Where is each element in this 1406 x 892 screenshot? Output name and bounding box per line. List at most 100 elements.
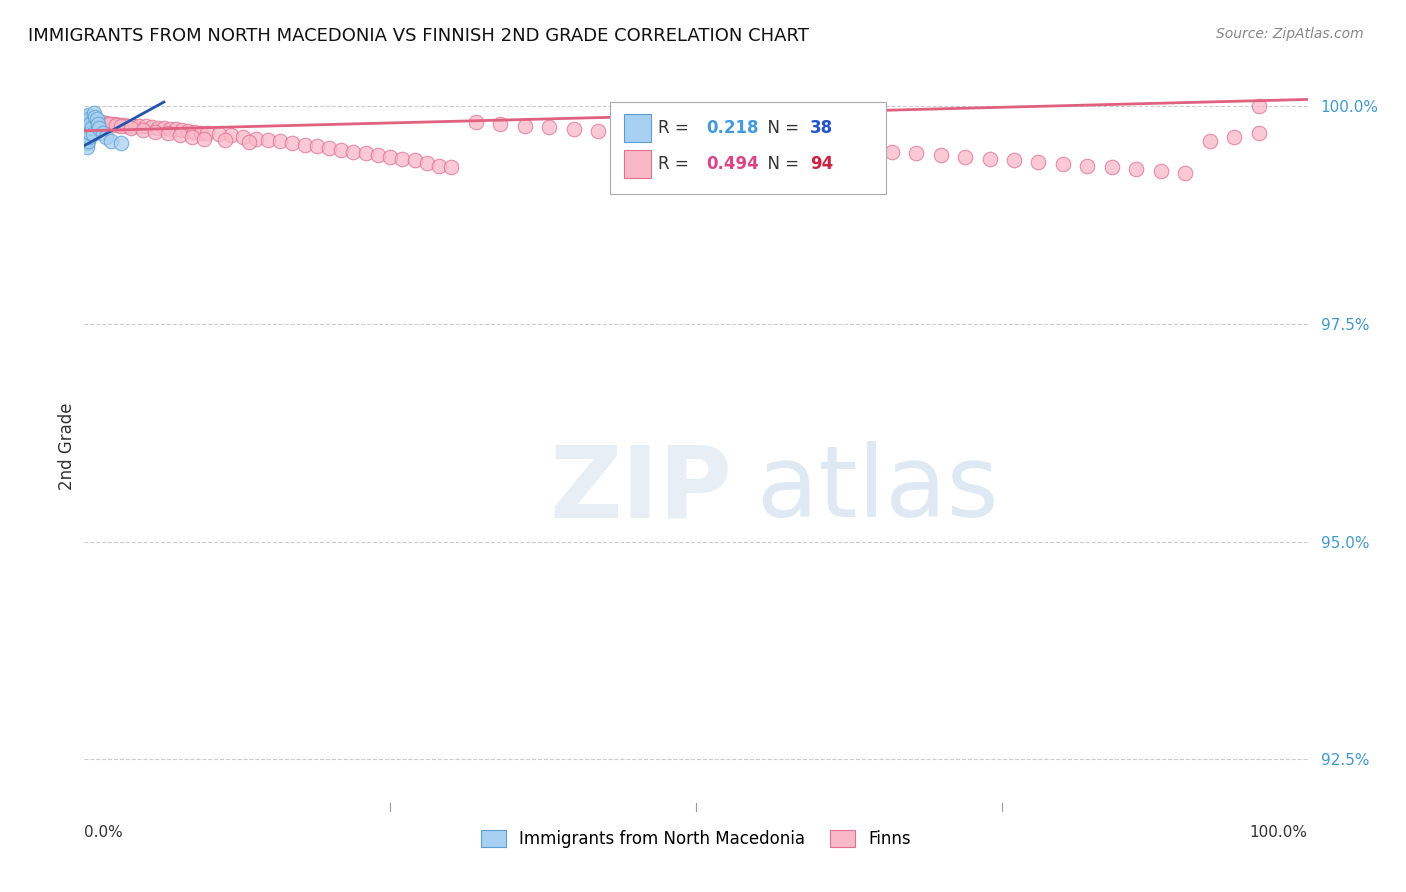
Point: [79, 117, 101, 131]
Point: [76, 123, 98, 137]
Point: [105, 118, 128, 132]
Point: [831, 141, 853, 155]
Text: atlas: atlas: [758, 442, 998, 539]
Point: [87, 117, 110, 131]
Point: [208, 128, 231, 142]
Point: [1076, 159, 1098, 173]
Point: [120, 121, 142, 136]
Text: 0.0%: 0.0%: [84, 825, 124, 840]
Text: 0.494: 0.494: [706, 155, 758, 173]
Point: [305, 139, 328, 153]
Point: [75, 126, 97, 140]
Point: [318, 141, 340, 155]
Point: [294, 137, 316, 152]
Text: 0.218: 0.218: [706, 119, 758, 136]
Point: [929, 148, 952, 162]
Legend: Immigrants from North Macedonia, Finns: Immigrants from North Macedonia, Finns: [474, 823, 918, 855]
Point: [79, 114, 101, 128]
Point: [219, 128, 242, 142]
Point: [953, 150, 976, 164]
Point: [77, 113, 100, 128]
Point: [91, 116, 114, 130]
Point: [489, 117, 512, 131]
Point: [281, 136, 304, 150]
Point: [1052, 157, 1074, 171]
Point: [758, 136, 780, 150]
Point: [77, 121, 100, 136]
Point: [979, 152, 1001, 166]
Point: [83, 106, 105, 120]
Point: [75, 119, 97, 133]
Point: [112, 118, 135, 132]
Point: [153, 121, 176, 136]
Point: [115, 119, 138, 133]
Point: [83, 115, 105, 129]
Y-axis label: 2nd Grade: 2nd Grade: [58, 402, 76, 490]
Point: [513, 119, 536, 133]
Text: N =: N =: [758, 155, 804, 173]
Point: [391, 152, 413, 166]
Point: [122, 119, 145, 133]
Point: [636, 128, 658, 142]
Point: [93, 116, 115, 130]
Point: [75, 121, 97, 136]
Point: [380, 150, 402, 164]
Point: [905, 146, 928, 161]
Point: [1125, 162, 1147, 177]
Point: [612, 126, 634, 140]
Point: [75, 112, 97, 127]
Text: ZIP: ZIP: [550, 442, 733, 539]
Point: [165, 122, 187, 136]
Point: [1223, 129, 1246, 144]
Point: [76, 136, 98, 150]
Point: [342, 145, 364, 159]
Point: [734, 134, 756, 148]
Text: N =: N =: [758, 119, 804, 136]
Point: [880, 145, 903, 159]
Text: 38: 38: [810, 119, 832, 136]
Point: [172, 123, 194, 137]
Point: [110, 136, 132, 150]
Point: [87, 121, 110, 136]
Point: [416, 156, 439, 170]
Point: [562, 122, 585, 136]
Point: [709, 132, 731, 146]
Point: [141, 120, 163, 135]
Point: [1002, 153, 1025, 168]
Point: [181, 129, 204, 144]
Point: [183, 125, 205, 139]
Bar: [624, 151, 651, 178]
Point: [76, 128, 98, 142]
Point: [76, 114, 98, 128]
Text: 100.0%: 100.0%: [1250, 825, 1308, 840]
Point: [783, 137, 806, 152]
Point: [77, 126, 100, 140]
Point: [77, 108, 100, 122]
Point: [104, 117, 127, 131]
Point: [87, 115, 110, 129]
Point: [75, 134, 97, 148]
Point: [245, 131, 267, 145]
Text: IMMIGRANTS FROM NORTH MACEDONIA VS FINNISH 2ND GRADE CORRELATION CHART: IMMIGRANTS FROM NORTH MACEDONIA VS FINNI…: [28, 27, 808, 45]
Point: [128, 120, 150, 134]
Point: [110, 120, 132, 134]
Point: [77, 112, 100, 127]
Point: [75, 123, 97, 137]
Point: [80, 121, 103, 136]
Point: [143, 125, 166, 139]
Point: [177, 124, 200, 138]
Point: [195, 127, 218, 141]
Point: [427, 159, 450, 173]
Text: R =: R =: [658, 119, 695, 136]
Point: [75, 128, 97, 142]
Point: [82, 128, 104, 142]
Point: [84, 110, 107, 124]
Point: [464, 115, 486, 129]
Point: [354, 146, 377, 161]
Point: [238, 135, 260, 149]
Point: [856, 143, 879, 157]
Point: [75, 117, 97, 131]
Point: [96, 116, 118, 130]
Point: [86, 112, 108, 127]
Point: [135, 120, 157, 134]
